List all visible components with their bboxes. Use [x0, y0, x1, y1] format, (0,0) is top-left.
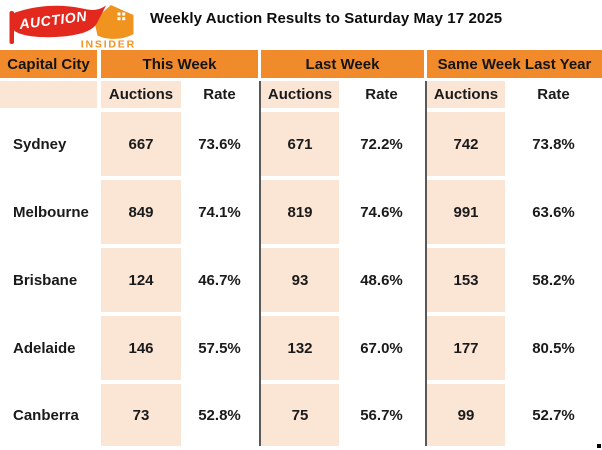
city-cell: Canberra: [13, 406, 79, 424]
city-cell: Adelaide: [13, 339, 76, 357]
auctions-cell: 742: [427, 112, 505, 176]
auctions-cell: 75: [261, 384, 339, 446]
auctions-cell: 819: [261, 180, 339, 244]
rate-cell: 56.7%: [360, 406, 403, 424]
auctions-cell: 124: [101, 248, 181, 312]
rate-cell: 57.5%: [198, 339, 241, 357]
subheader-empty: [0, 81, 97, 108]
header-this-week: This Week: [101, 50, 258, 78]
auctions-cell: 99: [427, 384, 505, 446]
column-divider: [424, 81, 427, 446]
auctions-cell: 177: [427, 316, 505, 380]
subheader-rate: Rate: [203, 86, 236, 103]
column-divider: [258, 81, 261, 446]
rate-cell: 67.0%: [360, 339, 403, 357]
auctions-cell: 146: [101, 316, 181, 380]
rate-cell: 74.1%: [198, 203, 241, 221]
auctions-cell: 73: [101, 384, 181, 446]
rate-cell: 73.6%: [198, 135, 241, 153]
auctions-cell: 991: [427, 180, 505, 244]
logo-insider-text: INSIDER: [81, 39, 136, 50]
auctions-cell: 93: [261, 248, 339, 312]
city-cell: Sydney: [13, 135, 67, 153]
auction-insider-logo: AUCTION INSIDER: [9, 5, 136, 50]
city-cell: Melbourne: [13, 203, 89, 221]
rate-cell: 74.6%: [360, 203, 403, 221]
subheader-auctions: Auctions: [261, 81, 339, 108]
rate-cell: 46.7%: [198, 271, 241, 289]
rate-cell: 52.8%: [198, 406, 241, 424]
auctions-cell: 132: [261, 316, 339, 380]
rate-cell: 73.8%: [532, 135, 575, 153]
rate-cell: 63.6%: [532, 203, 575, 221]
rate-cell: 72.2%: [360, 135, 403, 153]
subheader-auctions: Auctions: [101, 81, 181, 108]
rate-cell: 58.2%: [532, 271, 575, 289]
header-last-week: Last Week: [261, 50, 424, 78]
header-same-week-last-year: Same Week Last Year: [427, 50, 602, 78]
auctions-cell: 667: [101, 112, 181, 176]
corner-mark: [597, 444, 601, 448]
rate-cell: 80.5%: [532, 339, 575, 357]
auctions-cell: 671: [261, 112, 339, 176]
logo-flag: [12, 5, 106, 38]
auctions-cell: 153: [427, 248, 505, 312]
subheader-rate: Rate: [537, 86, 570, 103]
results-table: Capital City This Week Last Week Same We…: [0, 50, 602, 446]
logo-house-window-icon: [117, 12, 126, 21]
rate-cell: 52.7%: [532, 406, 575, 424]
auctions-cell: 849: [101, 180, 181, 244]
header-capital-city: Capital City: [0, 50, 97, 78]
rate-cell: 48.6%: [360, 271, 403, 289]
city-cell: Brisbane: [13, 271, 78, 289]
subheader-rate: Rate: [365, 86, 398, 103]
subheader-auctions: Auctions: [427, 81, 505, 108]
page-title: Weekly Auction Results to Saturday May 1…: [150, 10, 503, 27]
